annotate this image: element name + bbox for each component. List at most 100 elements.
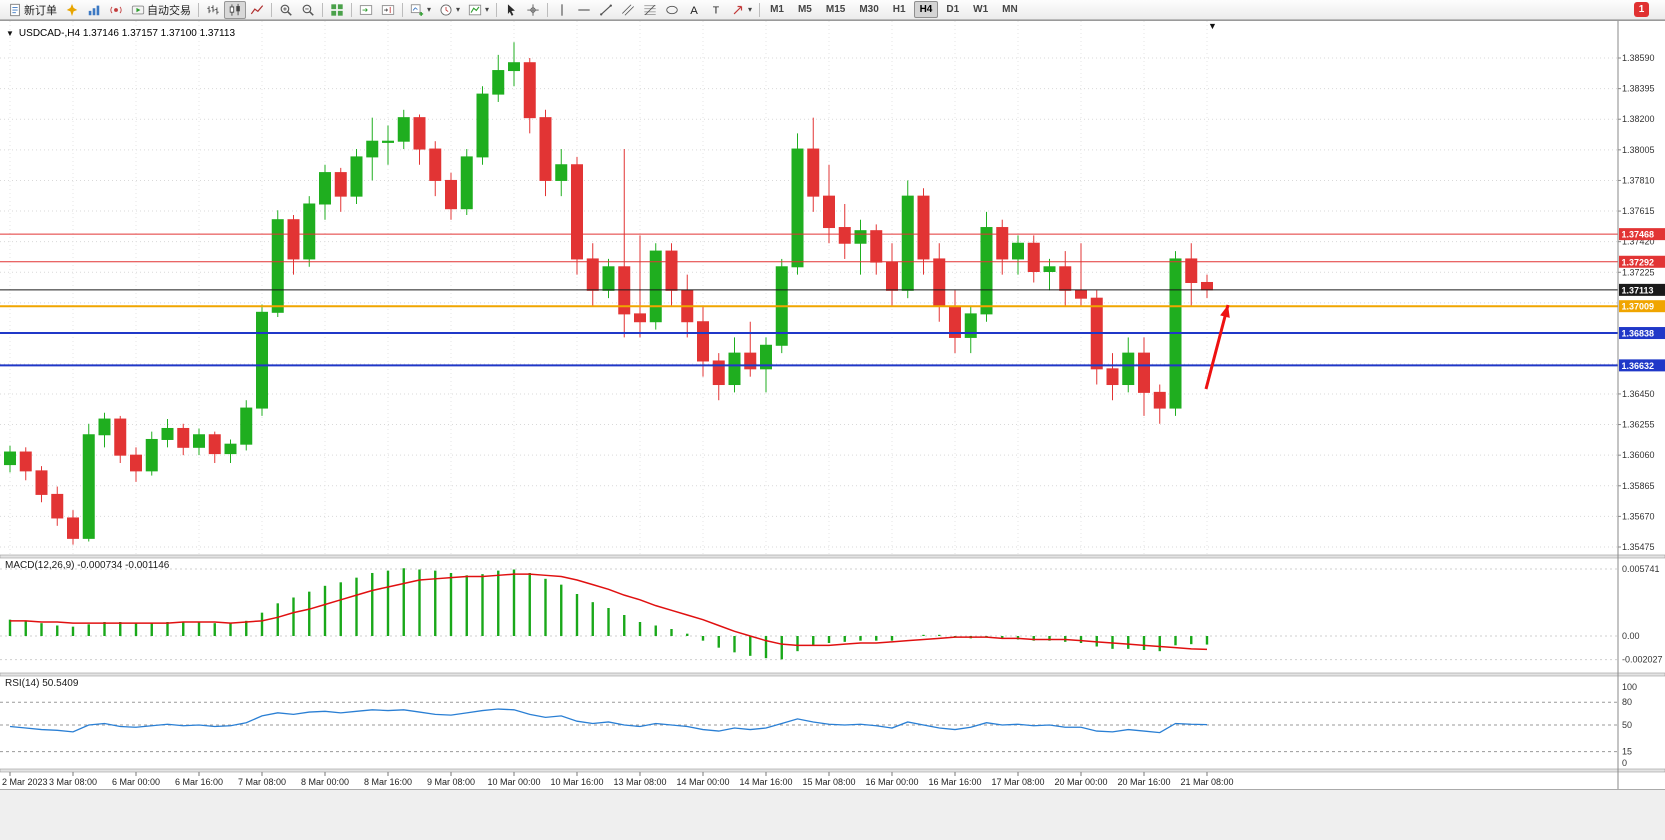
candle	[240, 400, 253, 451]
dropdown-caret-icon: ▾	[427, 5, 432, 14]
notifications-badge[interactable]: 1	[1634, 2, 1649, 17]
chart-dropdown-icon[interactable]: ▼	[6, 29, 14, 38]
periodicity-button[interactable]: ▾	[435, 1, 464, 19]
resistance-2-price-tag: 1.37292	[1619, 255, 1665, 268]
templates-button[interactable]: ▾	[464, 1, 493, 19]
line-chart-mode-button[interactable]	[246, 1, 268, 19]
price-tick-label: 1.38395	[1622, 84, 1655, 94]
price-axis[interactable]: 1.38590 1.38395 1.38200 1.38005 1.37810 1.376…	[1617, 21, 1665, 789]
community-button[interactable]	[61, 1, 83, 19]
candle	[1012, 235, 1024, 275]
auto-trading-label: 自动交易	[147, 4, 191, 17]
dropdown-caret-icon: ▾	[485, 5, 490, 14]
timeframe-m5-button[interactable]: M5	[797, 4, 812, 15]
resistance-1-price-tag: 1.37468	[1619, 228, 1665, 241]
timeframe-w1-button[interactable]: W1	[973, 4, 989, 15]
zoom-out-button[interactable]	[297, 1, 319, 19]
rsi-tick-label: 15	[1622, 747, 1632, 757]
rsi-line	[9, 708, 1208, 734]
price-object-lines	[0, 233, 1618, 367]
alerts-button[interactable]	[105, 1, 127, 19]
time-tick-label: 14 Mar 00:00	[676, 777, 729, 787]
hline-icon	[577, 3, 591, 17]
candle	[1090, 290, 1103, 385]
chart-shift-button[interactable]	[377, 1, 399, 19]
vertical-line-button[interactable]	[551, 1, 573, 19]
shapes-button[interactable]	[661, 1, 683, 19]
panel-separator[interactable]	[0, 554, 1665, 559]
candle	[82, 423, 95, 542]
toolbar-separator	[402, 2, 403, 17]
timeframe-mn-button[interactable]: MN	[1002, 4, 1018, 15]
chart-canvas[interactable]: 1.38590 1.38395 1.38200 1.38005 1.37810 1.376…	[0, 21, 1665, 840]
indicator-icon	[468, 3, 482, 17]
trendline-button[interactable]	[595, 1, 617, 19]
new-chart-button[interactable]: ▾	[406, 1, 435, 19]
horizontal-line-button[interactable]	[573, 1, 595, 19]
chart-title: ▼ USDCAD-,H4 1.37146 1.37157 1.37100 1.3…	[6, 28, 235, 39]
time-tick-label: 9 Mar 08:00	[427, 777, 475, 787]
bar-chart-mode-button[interactable]	[202, 1, 224, 19]
label-icon: T	[709, 3, 723, 17]
svg-text:1.37009: 1.37009	[1622, 302, 1655, 312]
chart-profile-button[interactable]	[83, 1, 105, 19]
candle	[618, 149, 631, 338]
rsi-tick-label: 100	[1622, 682, 1637, 692]
svg-text:1.36632: 1.36632	[1622, 361, 1655, 371]
candle	[1059, 251, 1072, 307]
time-tick-label: 16 Mar 16:00	[928, 777, 981, 787]
candle	[602, 258, 615, 299]
candle	[712, 353, 725, 401]
timeframe-m15-button[interactable]: M15	[825, 4, 846, 15]
time-axis[interactable]: 2 Mar 2023 3 Mar 08:00 6 Mar 00:00 6 Mar 16…	[2, 772, 1234, 787]
candle	[193, 428, 205, 456]
timeframe-h4-button[interactable]: H4	[913, 1, 939, 18]
fibonacci-button[interactable]	[639, 1, 661, 19]
community-icon	[65, 3, 79, 17]
equidistant-channel-button[interactable]	[617, 1, 639, 19]
candle	[476, 86, 489, 165]
candle	[1138, 337, 1150, 416]
candle	[397, 109, 410, 150]
auto-trading-button[interactable]: 自动交易	[127, 1, 195, 19]
price-tick-label: 1.37420	[1622, 237, 1655, 247]
cursor-button[interactable]	[500, 1, 522, 19]
timeframe-d1-button[interactable]: D1	[946, 4, 960, 15]
price-tick-label: 1.37225	[1622, 267, 1655, 277]
candle-chart-mode-button[interactable]	[224, 0, 246, 19]
fibo-icon	[643, 3, 657, 17]
candle	[224, 439, 237, 464]
candle	[177, 423, 190, 456]
panel-separator[interactable]	[0, 672, 1665, 677]
main-toolbar: 新订单 自动交易 ▾ ▾ ▾ A T ▾ M1 M5 M15 M30 H1 H4 D1 W1 MN 1	[0, 0, 1665, 20]
new-order-button[interactable]: 新订单	[4, 1, 61, 19]
timeframe-m1-button[interactable]: M1	[770, 4, 784, 15]
time-tick-label: 6 Mar 16:00	[175, 777, 223, 787]
panel-separator[interactable]	[0, 768, 1665, 773]
new-order-label: 新订单	[24, 4, 57, 17]
text-button[interactable]: A	[683, 1, 705, 19]
text-label-button[interactable]: T	[705, 1, 727, 19]
time-tick-label: 8 Mar 00:00	[301, 777, 349, 787]
window-bottom-area	[0, 790, 1665, 840]
candle	[98, 412, 111, 448]
arrow-annotation[interactable]	[1204, 304, 1230, 390]
arrows-button[interactable]: ▾	[727, 1, 756, 19]
toolbar-separator	[198, 2, 199, 17]
chart-grid	[0, 21, 1618, 555]
auto-scroll-button[interactable]	[355, 1, 377, 19]
crosshair-button[interactable]	[522, 1, 544, 19]
current-price-price-tag: 1.37113	[1619, 283, 1665, 296]
support-2-price-tag: 1.36632	[1619, 359, 1665, 372]
chart-corner-marker-icon: ▼	[1208, 21, 1217, 31]
timeframe-h1-button[interactable]: H1	[892, 4, 906, 15]
macd-signal-line	[10, 573, 1208, 651]
candle	[807, 117, 820, 212]
tile-windows-button[interactable]	[326, 1, 348, 19]
rsi-label: RSI(14) 50.5409	[5, 678, 79, 689]
dropdown-caret-icon: ▾	[456, 5, 461, 14]
zoom-in-button[interactable]	[275, 1, 297, 19]
autoscroll-icon	[359, 3, 373, 17]
timeframe-m30-button[interactable]: M30	[859, 4, 879, 15]
